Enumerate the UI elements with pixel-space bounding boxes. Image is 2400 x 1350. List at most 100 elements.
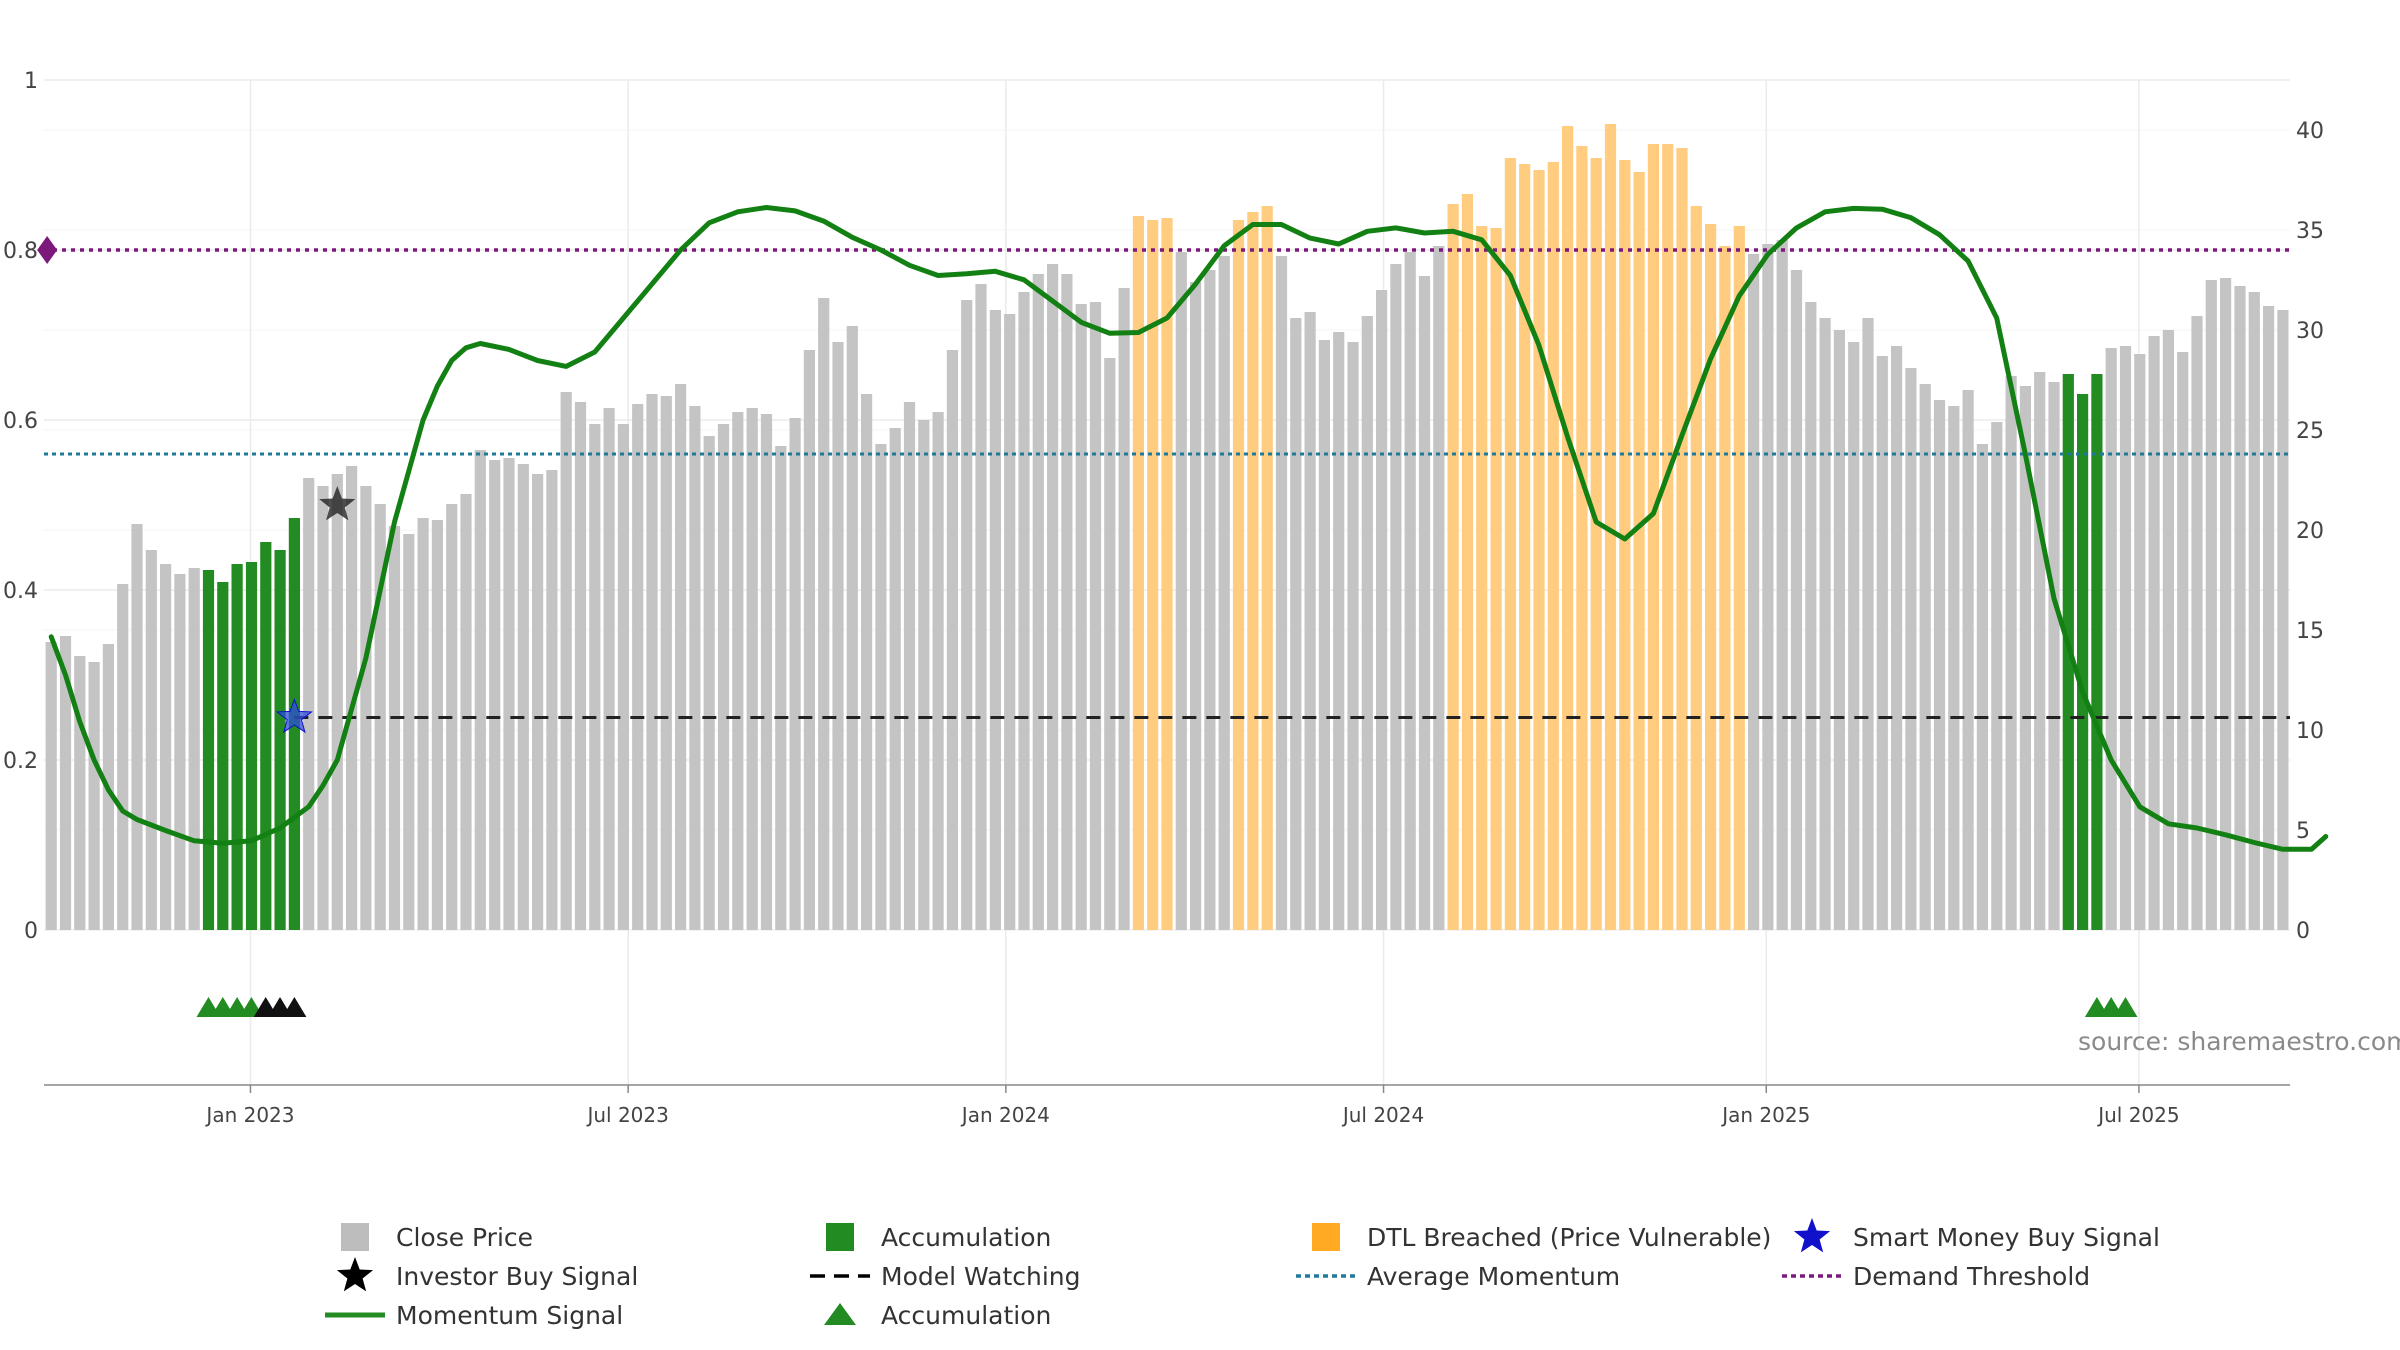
dtl-breached-bar xyxy=(1447,204,1459,930)
dtl-breached-bar xyxy=(1490,228,1502,930)
close-price-bar xyxy=(2148,336,2160,930)
close-price-bar xyxy=(1762,244,1774,930)
close-price-bar xyxy=(1948,406,1960,930)
legend-label-investor: Investor Buy Signal xyxy=(396,1262,638,1291)
close-price-bar xyxy=(1361,316,1373,930)
investor-buy-signal-star xyxy=(319,486,356,521)
close-price-bar xyxy=(789,418,801,930)
x-tick-label: Jul 2025 xyxy=(2096,1103,2179,1127)
dtl-breached-bar xyxy=(1676,148,1688,930)
accumulation-bar xyxy=(202,570,215,930)
legend-swatch-accumulation_bar xyxy=(826,1223,854,1251)
dtl-breached-bar xyxy=(1719,246,1731,930)
dtl-breached-bar xyxy=(1576,146,1588,930)
close-price-bar xyxy=(1390,264,1402,930)
close-price-bar xyxy=(875,444,887,930)
close-price-bar xyxy=(1004,314,1016,930)
dtl-breached-bar xyxy=(1590,158,1602,930)
left-tick-label: 0.6 xyxy=(3,409,38,434)
momentum-signal-layer xyxy=(48,205,2329,852)
close-price-bar xyxy=(1748,254,1760,930)
close-price-bar xyxy=(1991,422,2003,930)
close-price-bar xyxy=(1118,288,1130,930)
close-price-bar xyxy=(503,458,515,930)
dtl-breached-bar xyxy=(1604,124,1617,930)
dtl-breached-bar xyxy=(1562,126,1574,930)
dtl-breached-bar xyxy=(1647,144,1659,930)
close-price-bar xyxy=(546,470,558,930)
close-price-bar xyxy=(2105,348,2117,930)
close-price-bar xyxy=(2277,310,2289,930)
close-price-bar xyxy=(346,466,358,930)
legend-label-smart_money: Smart Money Buy Signal xyxy=(1853,1223,2160,1252)
right-tick-label: 20 xyxy=(2296,519,2324,544)
close-price-bar xyxy=(903,402,916,930)
right-tick-label: 15 xyxy=(2296,619,2324,644)
legend-label-accumulation_bar: Accumulation xyxy=(881,1223,1051,1252)
legend-swatch-dtl xyxy=(1312,1223,1340,1251)
accumulation-bar xyxy=(260,542,272,930)
close-price-bar xyxy=(1018,292,1030,930)
close-price-bar xyxy=(574,402,587,930)
legend-label-accumulation_marker: Accumulation xyxy=(881,1301,1051,1330)
close-price-bar xyxy=(861,394,873,930)
dtl-breached-bar xyxy=(1476,226,1488,930)
close-price-bar xyxy=(360,486,372,930)
close-price-bar xyxy=(1862,318,1874,930)
close-price-bar xyxy=(2005,376,2017,930)
price-bars xyxy=(45,124,2289,930)
close-price-bar xyxy=(1204,270,1216,930)
close-price-bar xyxy=(1833,330,1845,930)
close-price-bar xyxy=(617,424,629,930)
close-price-bar xyxy=(1032,274,1044,930)
legend-label-dtl: DTL Breached (Price Vulnerable) xyxy=(1367,1223,1771,1252)
accumulation-bar xyxy=(2077,394,2089,930)
close-price-bar xyxy=(946,350,958,930)
close-price-bar xyxy=(889,428,901,930)
x-tick-label: Jan 2023 xyxy=(204,1103,294,1127)
legend-label-avg_momentum: Average Momentum xyxy=(1367,1262,1620,1291)
close-price-bar xyxy=(1776,240,1788,930)
close-price-bar xyxy=(532,474,544,930)
close-price-bar xyxy=(703,436,715,930)
close-price-bar xyxy=(1962,390,1974,930)
accumulation-triangle xyxy=(2113,997,2138,1017)
close-price-bar xyxy=(1275,256,1288,930)
close-price-bar xyxy=(1418,276,1431,930)
close-price-bar xyxy=(1819,318,1831,930)
dtl-breached-bar xyxy=(1161,218,1173,930)
close-price-bar xyxy=(74,656,86,930)
left-tick-label: 0.8 xyxy=(3,239,38,264)
left-tick-label: 1 xyxy=(24,69,38,94)
dtl-breached-bar xyxy=(1547,162,1559,930)
left-tick-label: 0 xyxy=(24,919,38,944)
close-price-bar xyxy=(1075,304,1087,930)
x-tick-label: Jan 2025 xyxy=(1720,1103,1810,1127)
close-price-bar xyxy=(131,524,143,930)
close-price-bar xyxy=(460,494,472,930)
close-price-bar xyxy=(1376,290,1388,930)
close-price-bar xyxy=(2177,352,2189,930)
close-price-bar xyxy=(1805,302,1817,930)
close-price-bar xyxy=(1876,356,1888,930)
close-price-bar xyxy=(1404,252,1416,930)
close-price-bar xyxy=(388,526,401,930)
close-price-bar xyxy=(775,446,787,930)
close-price-bar xyxy=(2205,280,2217,930)
dtl-breached-bar xyxy=(1533,170,1545,930)
close-price-bar xyxy=(145,550,157,930)
close-price-bar xyxy=(1790,270,1803,930)
close-price-bar xyxy=(832,342,844,930)
reference-lines xyxy=(44,248,2290,719)
close-price-bar xyxy=(717,424,730,930)
close-price-bar xyxy=(1433,246,1445,930)
close-price-bar xyxy=(918,420,930,930)
close-price-bar xyxy=(1919,384,1931,930)
accumulation-bar xyxy=(217,582,229,930)
dtl-breached-bar xyxy=(1633,172,1645,930)
left-tick-label: 0.4 xyxy=(3,579,38,604)
dtl-breached-bar xyxy=(1705,224,1717,930)
close-price-bar xyxy=(1891,346,1903,930)
